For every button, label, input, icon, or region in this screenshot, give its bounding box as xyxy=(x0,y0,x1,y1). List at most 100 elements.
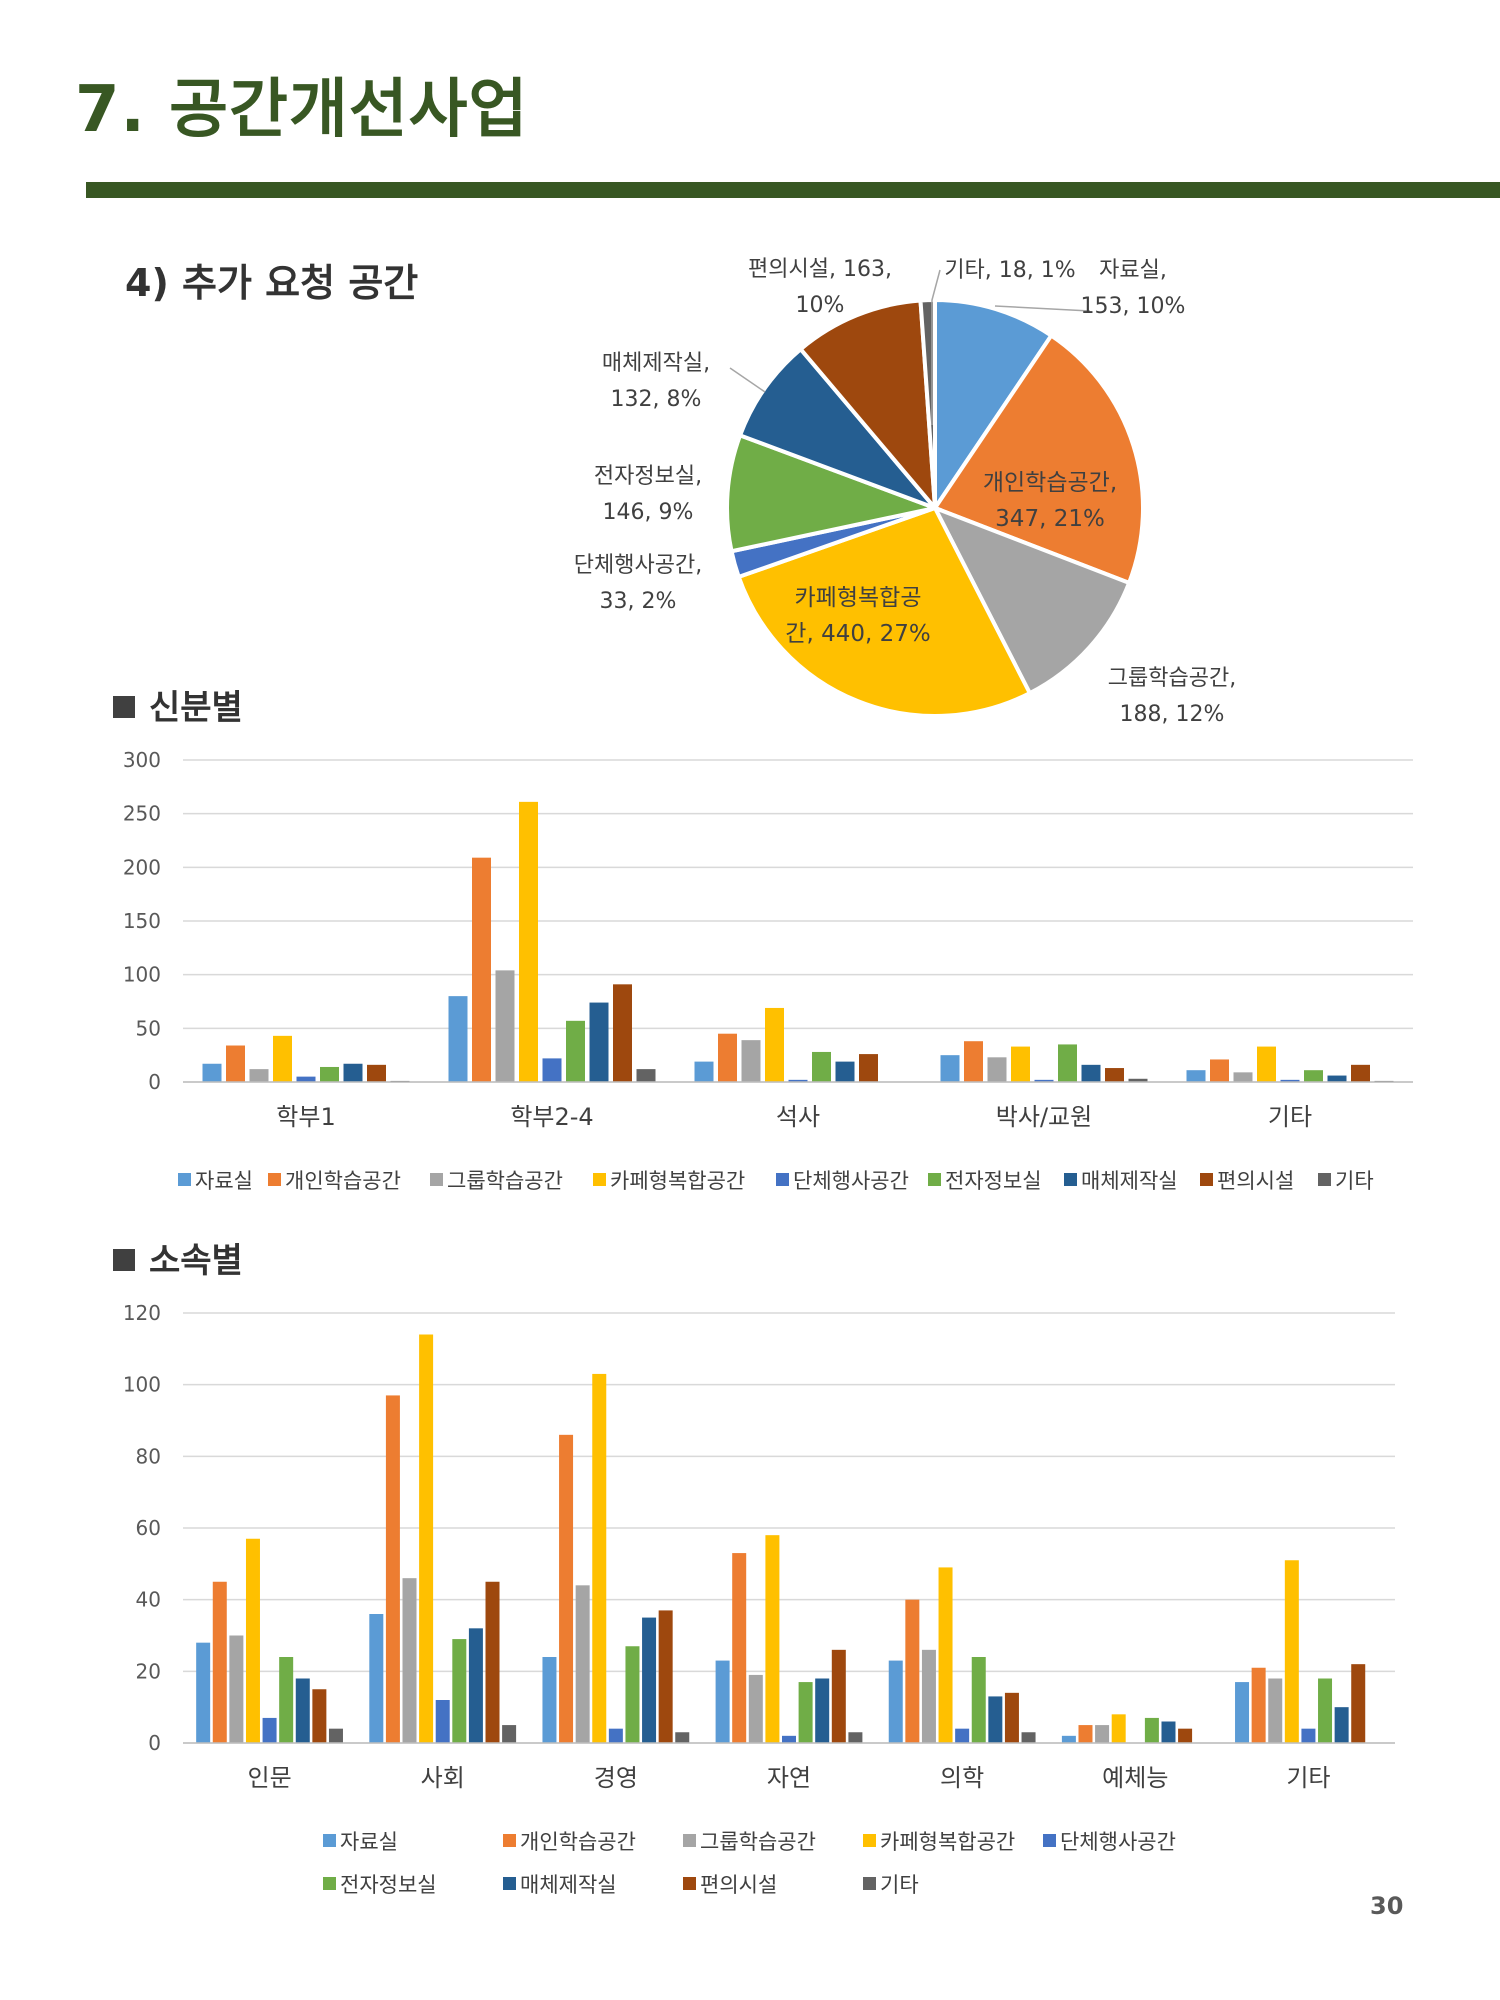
bar-3-4 xyxy=(765,1007,784,1082)
pie-slice-1 xyxy=(933,297,1055,515)
bar-3-5 xyxy=(608,1728,623,1743)
leader-line-9 xyxy=(931,269,941,425)
bar-7-5 xyxy=(1301,1728,1316,1743)
pie-label-7-line-1: 매체제작실, xyxy=(602,351,710,376)
bar-3-8 xyxy=(658,1610,673,1743)
x-tick-label: 석사 xyxy=(776,1103,820,1131)
bar-4-1 xyxy=(715,1660,730,1743)
x-tick-label: 자연 xyxy=(767,1764,811,1792)
pie-slice-6 xyxy=(725,432,943,554)
legend-swatch-7 xyxy=(1064,1173,1077,1186)
bar-3-2 xyxy=(718,1033,737,1082)
legend-swatch-5 xyxy=(1043,1834,1056,1847)
y-tick-label: 40 xyxy=(136,1588,161,1612)
bar-2-7 xyxy=(468,1628,483,1743)
legend-label-9: 기타 xyxy=(880,1873,919,1897)
bar-4-6 xyxy=(1058,1044,1077,1082)
bar-5-1 xyxy=(1186,1070,1206,1082)
bar-6-2 xyxy=(1078,1725,1093,1743)
bar-2-9 xyxy=(636,1069,656,1082)
x-tick-label: 인문 xyxy=(247,1764,291,1792)
bar-4-4 xyxy=(765,1535,780,1743)
bar-3-9 xyxy=(675,1732,690,1743)
bar-4-6 xyxy=(798,1682,813,1743)
legend-swatch-4 xyxy=(593,1173,606,1186)
bar-1-5 xyxy=(296,1076,316,1082)
x-tick-label: 학부2-4 xyxy=(510,1103,593,1131)
bar-4-3 xyxy=(748,1674,763,1743)
pie-label-3-line-2: 188, 12% xyxy=(1120,702,1225,727)
y-tick-label: 100 xyxy=(123,963,161,987)
bar-1-4 xyxy=(245,1538,260,1743)
bar-4-5 xyxy=(1034,1079,1054,1082)
pie-slice-7 xyxy=(737,346,942,513)
x-tick-label: 박사/교원 xyxy=(996,1103,1092,1131)
y-tick-label: 300 xyxy=(123,748,161,772)
pie-label-6-line-2: 146, 9% xyxy=(603,500,694,525)
bar-6-4 xyxy=(1111,1714,1126,1743)
bar-7-6 xyxy=(1318,1678,1333,1743)
x-tick-label: 사회 xyxy=(421,1764,465,1792)
bar-2-5 xyxy=(435,1700,450,1743)
bar-4-9 xyxy=(1128,1078,1148,1082)
x-tick-label: 경영 xyxy=(594,1764,638,1792)
bar-2-1 xyxy=(448,996,468,1082)
legend-label-2: 개인학습공간 xyxy=(285,1169,401,1193)
bar-3-6 xyxy=(625,1646,640,1743)
bar-4-2 xyxy=(964,1041,983,1082)
x-tick-label: 기타 xyxy=(1286,1764,1330,1792)
bar-1-7 xyxy=(343,1063,363,1082)
bar-4-7 xyxy=(815,1678,830,1743)
bar-1-1 xyxy=(196,1642,211,1743)
bar-2-8 xyxy=(485,1581,500,1743)
bar-2-9 xyxy=(502,1725,517,1743)
title-rule xyxy=(86,182,1500,198)
legend-swatch-1 xyxy=(178,1173,191,1186)
legend-swatch-8 xyxy=(683,1877,696,1890)
bar-4-4 xyxy=(1011,1046,1030,1082)
bar-4-8 xyxy=(1105,1068,1124,1082)
bar-1-1 xyxy=(202,1063,222,1082)
bar-1-3 xyxy=(249,1069,269,1082)
pie-label-4-line-2: 간, 440, 27% xyxy=(785,621,930,647)
legend-label-9: 기타 xyxy=(1335,1169,1374,1193)
bar-6-1 xyxy=(1061,1735,1076,1743)
bar-7-2 xyxy=(1251,1667,1266,1743)
bar-3-8 xyxy=(859,1054,878,1082)
bar-7-1 xyxy=(1235,1682,1250,1743)
bar-1-6 xyxy=(279,1657,294,1743)
y-tick-label: 150 xyxy=(123,909,161,933)
bar-7-7 xyxy=(1334,1707,1349,1743)
legend-label-4: 카페형복합공간 xyxy=(880,1830,1015,1854)
bar-4-2 xyxy=(732,1553,747,1743)
legend-swatch-9 xyxy=(863,1877,876,1890)
legend-label-7: 매체제작실 xyxy=(520,1873,617,1897)
bar-5-9 xyxy=(1021,1732,1036,1743)
bar-4-8 xyxy=(831,1649,846,1743)
legend-label-8: 편의시설 xyxy=(700,1873,777,1897)
pie-label-6-line-1: 전자정보실, xyxy=(594,464,702,489)
bar-5-5 xyxy=(955,1728,970,1743)
chart-title-affiliation: 소속별 xyxy=(149,1241,243,1281)
bar-4-3 xyxy=(987,1057,1007,1082)
bar-4-9 xyxy=(848,1732,863,1743)
legend-label-5: 단체행사공간 xyxy=(793,1169,909,1193)
legend-swatch-9 xyxy=(1318,1173,1331,1186)
leader-line-1 xyxy=(994,305,1091,312)
bar-3-6 xyxy=(812,1051,831,1082)
legend-label-7: 매체제작실 xyxy=(1081,1169,1178,1193)
y-tick-label: 250 xyxy=(123,802,161,826)
bar-5-7 xyxy=(988,1696,1003,1743)
bar-1-4 xyxy=(273,1035,292,1082)
bar-3-7 xyxy=(642,1617,657,1743)
legend-swatch-3 xyxy=(430,1173,443,1186)
legend-swatch-1 xyxy=(323,1834,336,1847)
bar-2-5 xyxy=(542,1058,562,1082)
x-tick-label: 예체능 xyxy=(1102,1764,1168,1792)
pie-slice-4 xyxy=(736,505,1033,718)
bar-2-3 xyxy=(402,1578,417,1743)
bar-7-3 xyxy=(1268,1678,1283,1743)
bar-5-2 xyxy=(905,1599,920,1743)
legend-swatch-8 xyxy=(1200,1173,1213,1186)
pie-label-5-line-2: 33, 2% xyxy=(600,589,677,614)
